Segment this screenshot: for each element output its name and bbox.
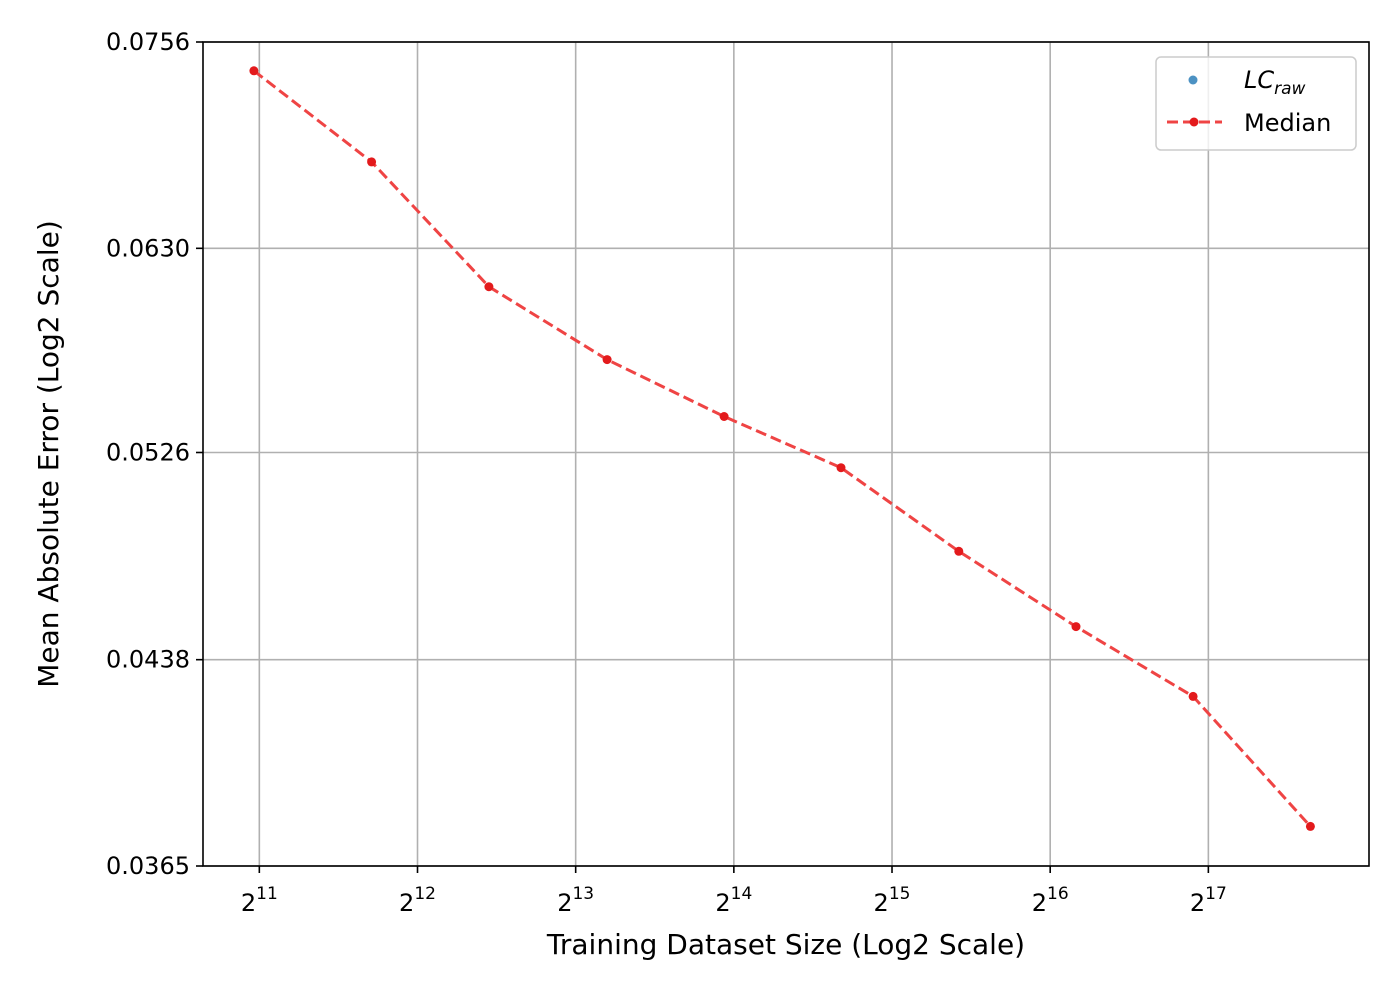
x-tick-label: 215 <box>874 884 911 917</box>
x-tick-label: 217 <box>1190 884 1227 917</box>
legend-median-marker <box>1189 117 1199 127</box>
x-tick-label: 211 <box>241 884 278 917</box>
x-tick-label: 213 <box>557 884 594 917</box>
series-median-point <box>249 66 259 76</box>
x-tick-exponent: 13 <box>572 884 594 904</box>
x-tick-label: 216 <box>1032 884 1069 917</box>
x-tick-exponent: 14 <box>731 884 753 904</box>
legend: LCraw Median <box>1155 56 1357 151</box>
ticks: 211 212 213 214 215 216 2170.03650.04380.05260… <box>106 28 1227 917</box>
series-median-point <box>1188 691 1198 701</box>
x-tick-exponent: 11 <box>256 884 278 904</box>
plot-frame <box>202 41 1370 867</box>
series-median-point <box>602 355 612 365</box>
series-median-point <box>1305 821 1315 831</box>
x-tick-label: 214 <box>715 884 752 917</box>
y-tick-label: 0.0630 <box>106 234 190 262</box>
x-tick-base: 2 <box>874 889 889 917</box>
y-tick-label: 0.0365 <box>106 852 190 880</box>
y-tick-label: 0.0756 <box>106 28 190 56</box>
x-tick-base: 2 <box>1032 889 1047 917</box>
legend-lc-raw-label: LCraw <box>1244 66 1306 99</box>
x-tick-exponent: 15 <box>889 884 911 904</box>
series-median-point <box>1071 622 1081 632</box>
x-tick-label: 212 <box>399 884 436 917</box>
x-tick-exponent: 16 <box>1047 884 1069 904</box>
x-axis-label: Training Dataset Size (Log2 Scale) <box>546 928 1025 961</box>
x-tick-base: 2 <box>399 889 414 917</box>
x-tick-base: 2 <box>1190 889 1205 917</box>
x-tick-base: 2 <box>715 889 730 917</box>
x-tick-base: 2 <box>241 889 256 917</box>
series-median-line <box>252 69 1312 828</box>
series-median-point <box>484 282 494 292</box>
x-tick-exponent: 17 <box>1205 884 1227 904</box>
y-tick-label: 0.0526 <box>106 438 190 466</box>
legend-lc-raw-main: LC <box>1244 66 1274 94</box>
legend-box <box>1155 56 1357 151</box>
x-tick-exponent: 12 <box>414 884 436 904</box>
legend-lc-raw-marker <box>1188 75 1198 85</box>
series-layer <box>249 66 1315 831</box>
series-median-point <box>367 157 377 167</box>
series-median-point <box>836 463 846 473</box>
series-median-point <box>954 546 964 556</box>
y-axis-label: Mean Absolute Error (Log2 Scale) <box>32 220 65 688</box>
legend-median-label: Median <box>1244 109 1331 137</box>
x-tick-base: 2 <box>557 889 572 917</box>
legend-lc-raw-sub: raw <box>1274 79 1305 99</box>
y-tick-label: 0.0438 <box>106 646 190 674</box>
series-median-point <box>719 412 729 421</box>
